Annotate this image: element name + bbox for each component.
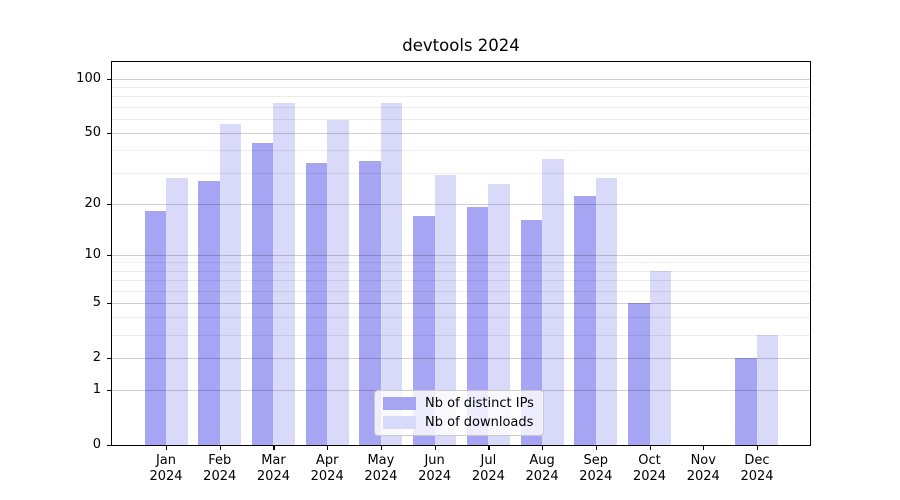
bar-distinct-ips (628, 302, 650, 445)
x-tick-label: Jun 2024 (418, 453, 452, 484)
bar-downloads (649, 270, 672, 445)
y-tick-label: 2 (92, 349, 101, 365)
x-tick-mark (542, 446, 544, 450)
y-tick-mark (107, 78, 111, 81)
y-tick-label: 20 (84, 195, 101, 211)
legend-label-downloads: Nb of downloads (425, 415, 534, 430)
bar-downloads (166, 177, 188, 445)
y-tick-mark (107, 254, 111, 257)
gridline-major (112, 203, 810, 205)
gridline-major (112, 78, 810, 80)
bar-distinct-ips (305, 163, 328, 445)
y-tick-mark (107, 302, 111, 305)
bar-distinct-ips (520, 220, 543, 445)
y-tick-mark (107, 445, 111, 447)
x-tick-label: Nov 2024 (686, 453, 720, 484)
legend: Nb of distinct IPs Nb of downloads (374, 390, 544, 436)
legend-entry-downloads: Nb of downloads (383, 415, 534, 430)
bar-distinct-ips (574, 196, 596, 445)
gridline-minor (112, 150, 810, 152)
x-tick-label: Jul 2024 (471, 453, 505, 484)
bar-distinct-ips (735, 357, 757, 445)
x-tick-mark (434, 446, 436, 450)
bar-downloads (756, 335, 779, 445)
y-tick-label: 1 (92, 382, 101, 398)
x-tick-mark (166, 446, 168, 450)
x-tick-mark (595, 446, 597, 450)
x-tick-label: Sep 2024 (579, 453, 613, 484)
gridline-minor (112, 172, 810, 174)
y-tick-label: 0 (92, 437, 101, 452)
x-tick-mark (756, 446, 759, 450)
bar-downloads (434, 175, 457, 445)
x-tick-label: May 2024 (364, 453, 398, 484)
y-tick-mark (107, 203, 111, 205)
x-tick-label: Feb 2024 (203, 453, 237, 484)
x-tick-mark (327, 446, 329, 450)
y-tick-mark (107, 133, 111, 135)
y-tick-label: 50 (84, 125, 101, 141)
bar-distinct-ips (359, 160, 381, 445)
gridline-minor (112, 118, 810, 120)
gridline-minor (112, 106, 810, 108)
legend-swatch-downloads (383, 416, 416, 429)
gridline-minor (112, 280, 810, 282)
gridline-minor (112, 270, 810, 272)
legend-swatch-distinct-ips (383, 397, 416, 410)
gridline-major (112, 357, 810, 359)
bar-downloads (542, 158, 564, 445)
x-tick-label: Aug 2024 (525, 453, 559, 484)
gridline-minor (112, 335, 810, 337)
y-tick-mark (107, 390, 111, 392)
bar-downloads (488, 183, 510, 445)
y-tick-mark (107, 357, 111, 360)
x-tick-mark (649, 446, 651, 450)
bar-downloads (327, 120, 349, 445)
gridline-minor (112, 262, 810, 264)
bar-downloads (219, 124, 242, 445)
bar-distinct-ips (144, 211, 166, 445)
x-tick-mark (273, 446, 275, 450)
gridline-major (112, 254, 810, 256)
gridline-major (112, 133, 810, 135)
gridline-minor (112, 317, 810, 319)
gridline-minor (112, 87, 810, 89)
x-tick-mark (219, 446, 221, 450)
legend-label-distinct-ips: Nb of distinct IPs (425, 396, 534, 411)
gridline-major (112, 302, 810, 304)
x-tick-mark (488, 446, 490, 450)
x-tick-mark (380, 446, 383, 450)
y-tick-label: 10 (84, 246, 101, 262)
legend-entry-distinct-ips: Nb of distinct IPs (383, 396, 534, 411)
bar-distinct-ips (251, 143, 274, 445)
gridline-minor (112, 96, 810, 98)
x-tick-label: Dec 2024 (740, 453, 774, 484)
chart-title: devtools 2024 (402, 36, 520, 55)
x-tick-label: Oct 2024 (632, 453, 667, 484)
y-tick-label: 100 (76, 70, 101, 86)
y-tick-label: 5 (92, 294, 101, 310)
x-tick-mark (703, 446, 705, 450)
bar-distinct-ips (198, 180, 220, 445)
bar-distinct-ips (413, 215, 435, 445)
bar-distinct-ips (466, 207, 489, 445)
x-tick-label: Mar 2024 (256, 453, 290, 484)
gridline-minor (112, 290, 810, 292)
bar-downloads (273, 102, 295, 445)
x-tick-label: Jan 2024 (149, 453, 183, 484)
bar-downloads (380, 102, 403, 445)
bar-downloads (595, 177, 618, 445)
x-tick-label: Apr 2024 (310, 453, 344, 484)
